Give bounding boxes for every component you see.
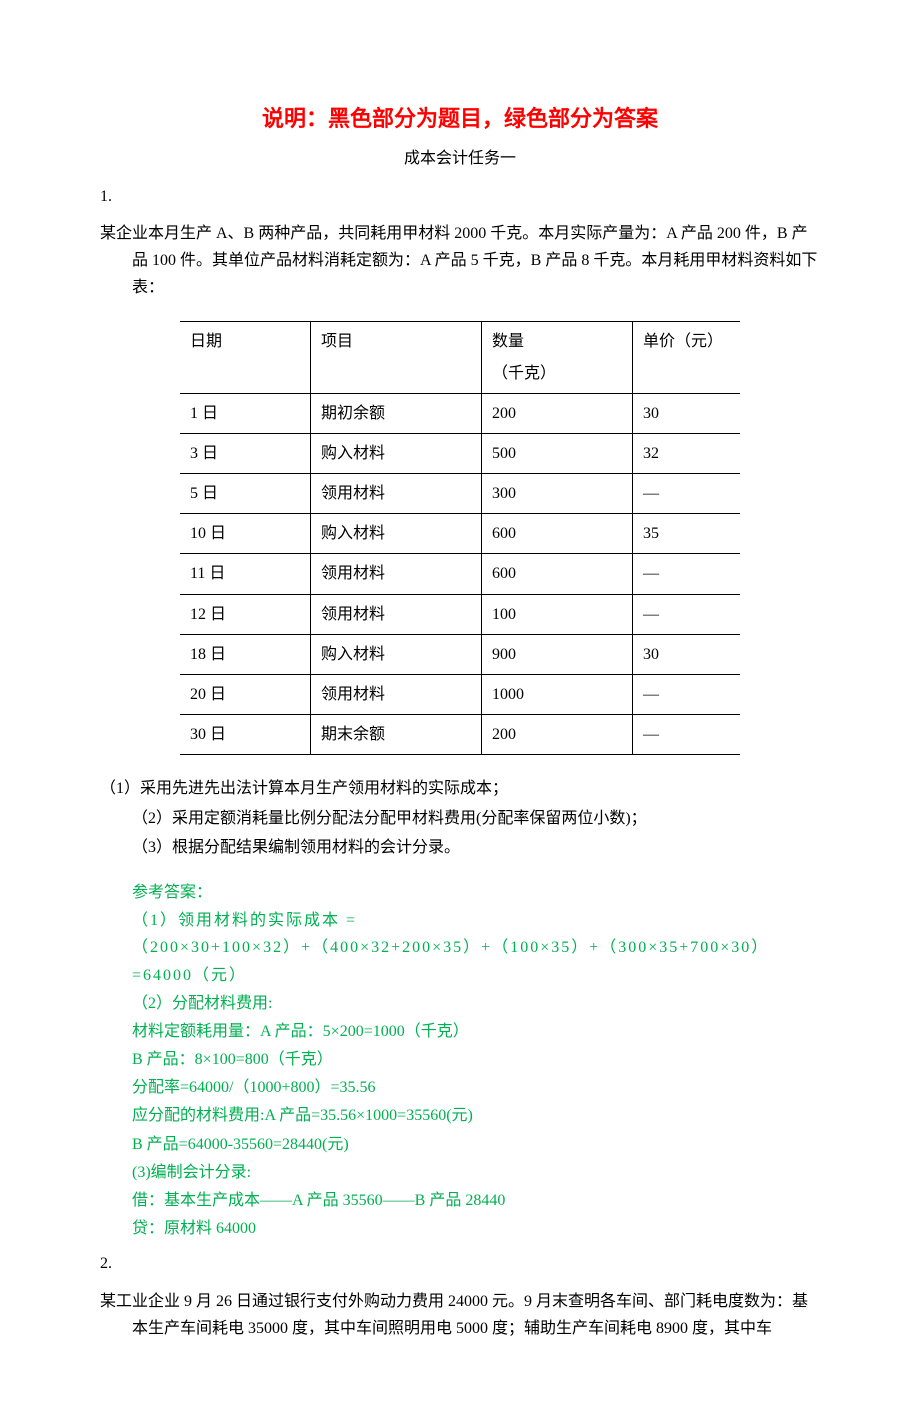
q1-sub2: （2）采用定额消耗量比例分配法分配甲材料费用(分配率保留两位小数)； — [132, 805, 820, 832]
q1-text: 某企业本月生产 A、B 两种产品，共同耗用甲材料 2000 千克。本月实际产量为… — [100, 220, 820, 302]
cell: — — [633, 675, 741, 715]
table-row: 10 日购入材料60035 — [180, 514, 740, 554]
q1-sub3: （3）根据分配结果编制领用材料的会计分录。 — [132, 834, 820, 861]
table-row: 11 日领用材料600— — [180, 554, 740, 594]
cell: 12 日 — [180, 594, 311, 634]
table-row: 3 日购入材料50032 — [180, 433, 740, 473]
cell: 10 日 — [180, 514, 311, 554]
answer-line: B 产品=64000-35560=28440(元) — [132, 1131, 820, 1158]
cell: 600 — [482, 514, 633, 554]
document-page: 说明：黑色部分为题目，绿色部分为答案 成本会计任务一 1. 某企业本月生产 A、… — [0, 0, 920, 1402]
answer-line: 分配率=64000/（1000+800）=35.56 — [132, 1074, 820, 1101]
col-item: 项目 — [311, 322, 482, 358]
cell: 期末余额 — [311, 715, 482, 755]
cell: 领用材料 — [311, 675, 482, 715]
table-row: 12 日领用材料100— — [180, 594, 740, 634]
answer-line: B 产品：8×100=800（千克） — [132, 1046, 820, 1073]
answer-line: 借：基本生产成本——A 产品 35560——B 产品 28440 — [132, 1187, 820, 1214]
cell: 32 — [633, 433, 741, 473]
q2-text: 某工业企业 9 月 26 日通过银行支付外购动力费用 24000 元。9 月末查… — [100, 1288, 820, 1342]
material-table: 日期 项目 数量 单价（元） （千克） 1 日期初余额20030 3 日购入材料… — [180, 321, 740, 755]
table-row: 18 日购入材料90030 — [180, 634, 740, 674]
answer-line: (3)编制会计分录: — [132, 1159, 820, 1186]
cell: 35 — [633, 514, 741, 554]
answer-heading: 参考答案： — [132, 879, 820, 906]
unit-qty: （千克） — [482, 358, 633, 394]
answer-line: 应分配的材料费用:A 产品=35.56×1000=35560(元) — [132, 1102, 820, 1129]
q1-number: 1. — [100, 183, 820, 210]
cell: — — [633, 594, 741, 634]
answer-line: 材料定额耗用量：A 产品：5×200=1000（千克） — [132, 1018, 820, 1045]
cell: 5 日 — [180, 474, 311, 514]
cell: 领用材料 — [311, 554, 482, 594]
cell: 500 — [482, 433, 633, 473]
q1-answer-block: 参考答案： （1）领用材料的实际成本 =（200×30+100×32）+（400… — [132, 879, 820, 1242]
col-date: 日期 — [180, 322, 311, 358]
cell: 1 日 — [180, 393, 311, 433]
cell: 600 — [482, 554, 633, 594]
col-price: 单价（元） — [633, 322, 741, 358]
cell: 购入材料 — [311, 514, 482, 554]
cell: 领用材料 — [311, 474, 482, 514]
cell: 100 — [482, 594, 633, 634]
cell: 3 日 — [180, 433, 311, 473]
table-row: 20 日领用材料1000— — [180, 675, 740, 715]
cell: — — [633, 554, 741, 594]
cell: 300 — [482, 474, 633, 514]
q1-sub1: （1）采用先进先出法计算本月生产领用材料的实际成本； — [100, 775, 820, 802]
cell: 30 日 — [180, 715, 311, 755]
q1-text-content: 某企业本月生产 A、B 两种产品，共同耗用甲材料 2000 千克。本月实际产量为… — [100, 225, 817, 296]
unit-blank-3 — [633, 358, 741, 394]
table-row: 5 日领用材料300— — [180, 474, 740, 514]
cell: 20 日 — [180, 675, 311, 715]
cell: 期初余额 — [311, 393, 482, 433]
q2-text-content: 某工业企业 9 月 26 日通过银行支付外购动力费用 24000 元。9 月末查… — [100, 1293, 808, 1337]
unit-blank-2 — [311, 358, 482, 394]
cell: 购入材料 — [311, 634, 482, 674]
doc-title: 说明：黑色部分为题目，绿色部分为答案 — [100, 100, 820, 137]
cell: 30 — [633, 634, 741, 674]
cell: — — [633, 474, 741, 514]
cell: 200 — [482, 393, 633, 433]
cell: 领用材料 — [311, 594, 482, 634]
unit-blank-1 — [180, 358, 311, 394]
table-header-row: 日期 项目 数量 单价（元） — [180, 322, 740, 358]
cell: 30 — [633, 393, 741, 433]
cell: 18 日 — [180, 634, 311, 674]
answer-line: （1）领用材料的实际成本 =（200×30+100×32）+（400×32+20… — [132, 907, 820, 989]
doc-subtitle: 成本会计任务一 — [100, 145, 820, 172]
table-row: 1 日期初余额20030 — [180, 393, 740, 433]
cell: 11 日 — [180, 554, 311, 594]
q2-number: 2. — [100, 1250, 820, 1277]
answer-line: 贷：原材料 64000 — [132, 1215, 820, 1242]
cell: 200 — [482, 715, 633, 755]
cell: 购入材料 — [311, 433, 482, 473]
table-row: 30 日期末余额200— — [180, 715, 740, 755]
answer-line: （2）分配材料费用: — [132, 990, 820, 1017]
cell: 900 — [482, 634, 633, 674]
cell: — — [633, 715, 741, 755]
cell: 1000 — [482, 675, 633, 715]
col-qty: 数量 — [482, 322, 633, 358]
table-unit-row: （千克） — [180, 358, 740, 394]
